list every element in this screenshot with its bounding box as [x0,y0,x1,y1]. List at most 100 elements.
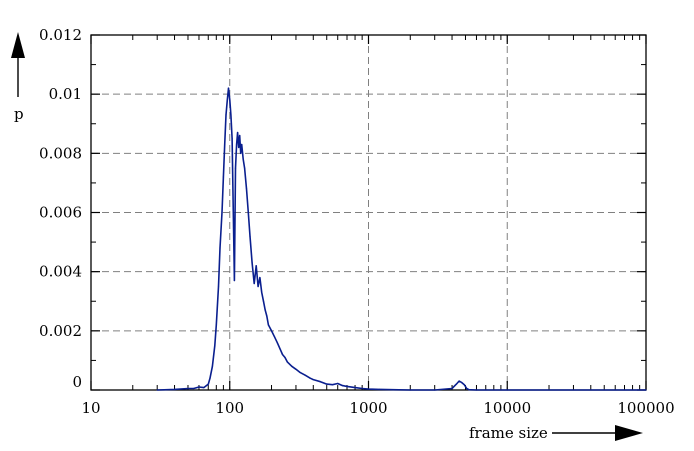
data-point [253,282,255,285]
data-point [309,377,311,379]
data-point [238,146,240,148]
data-point [455,383,457,385]
data-point [463,384,465,386]
x-axis-label: frame size [469,424,548,442]
data-point [233,279,235,282]
data-point [276,342,278,344]
data-point [319,381,321,383]
data-point [156,389,158,391]
y-tick-label: 0.002 [39,322,82,340]
data-point [251,262,253,264]
y-tick-labels: 0 0.002 0.004 0.006 0.008 0.01 0.012 [39,26,82,391]
data-point [203,387,205,389]
data-point [249,235,251,237]
data-point [299,371,301,373]
data-point [451,387,453,390]
data-point [239,135,241,137]
data-point [237,132,239,134]
data-point [270,330,273,332]
data-point [337,382,339,385]
data-point [207,383,209,385]
x-tick-label: 10 [81,399,100,417]
data-point [257,285,259,288]
data-point [227,87,230,89]
x-tick-labels: 10 100 1000 10000 100000 [81,399,674,417]
data-point [466,387,468,390]
data-point [304,374,306,376]
data-point [226,99,228,101]
y-tick-label: 0 [72,373,82,391]
data-point [244,167,246,169]
data-point [241,143,243,146]
data-point [346,385,348,387]
data-point [645,389,647,391]
data-point [409,389,411,391]
data-point [224,143,226,146]
x-tick-label: 10000 [483,399,531,417]
data-point [281,353,284,356]
data-point [295,368,297,370]
data-point [231,137,233,140]
data-point [291,365,293,367]
data-point [222,176,224,178]
x-tick-label: 100 [215,399,244,417]
data-point [262,300,265,302]
data-point [331,384,334,386]
y-axis-label: p [14,105,24,123]
y-tick-label: 0.004 [39,263,82,281]
data-point [219,247,221,249]
data-point [259,277,261,279]
y-tick-label: 0.008 [39,144,82,162]
data-point [341,385,344,387]
data-point [255,265,257,267]
data-point [284,356,286,359]
data-point [173,388,176,390]
data-point [247,211,249,214]
y-tick-label: 0.012 [39,26,82,44]
data-point [458,380,460,382]
x-tick-label: 1000 [349,399,387,417]
data-point [434,389,436,391]
data-point [392,389,394,391]
y-tick-label: 0.006 [39,204,82,222]
data-point [468,389,470,391]
data-point [261,291,263,293]
data-point [225,114,227,116]
data-point [354,387,356,389]
data-point [378,388,381,390]
data-point [240,152,242,154]
data-point [242,158,244,160]
data-point [230,114,232,116]
data-point [215,324,217,326]
data-point [264,309,266,311]
data-point [266,315,268,317]
data-point [279,348,281,350]
data-point [187,387,189,390]
data-point [475,389,478,391]
data-point [209,377,211,379]
data-point [286,361,288,363]
y-tick-label: 0.01 [49,85,82,103]
data-point [461,382,463,384]
data-point [367,388,370,390]
data-point [234,167,237,169]
y-axis-arrow [11,32,25,97]
data-point [361,387,363,390]
data-point [217,285,220,288]
data-point [236,143,238,146]
data-point [198,386,200,388]
data-point [506,389,508,391]
data-point [267,324,269,326]
grid-lines [91,35,646,390]
data-point [326,383,328,385]
x-axis-arrow [552,425,643,441]
series-layer [156,87,647,391]
data-point [232,211,234,214]
data-point [214,345,216,347]
data-point [193,387,195,390]
series-line-0 [157,87,646,391]
data-point [245,188,248,190]
x-tick-label: 100000 [617,399,674,417]
data-point [273,336,276,338]
